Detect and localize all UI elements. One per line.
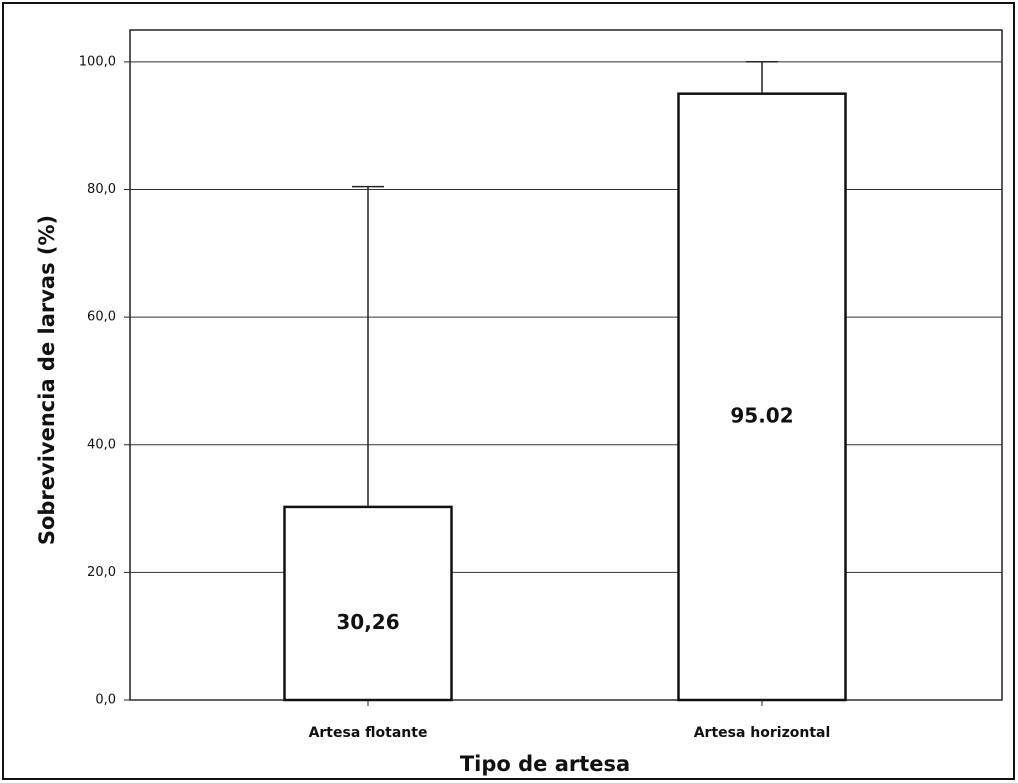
y-tick-label: 100,0	[79, 54, 116, 69]
y-axis-title: Sobrevivencia de larvas (%)	[35, 215, 59, 545]
x-axis-title: Tipo de artesa	[460, 752, 630, 776]
y-tick-label: 80,0	[87, 182, 116, 197]
value-label: 30,26	[336, 610, 399, 634]
value-label: 95.02	[730, 403, 793, 427]
y-tick-label: 60,0	[87, 310, 116, 325]
y-tick-label: 20,0	[87, 565, 116, 580]
bar	[283, 505, 453, 702]
y-tick-label: 0,0	[95, 693, 116, 708]
x-tick-label: Artesa flotante	[309, 725, 428, 741]
x-tick-label: Artesa horizontal	[694, 725, 831, 741]
bar	[677, 92, 847, 702]
plot-area	[129, 29, 1003, 701]
y-tick-label: 40,0	[87, 437, 116, 452]
